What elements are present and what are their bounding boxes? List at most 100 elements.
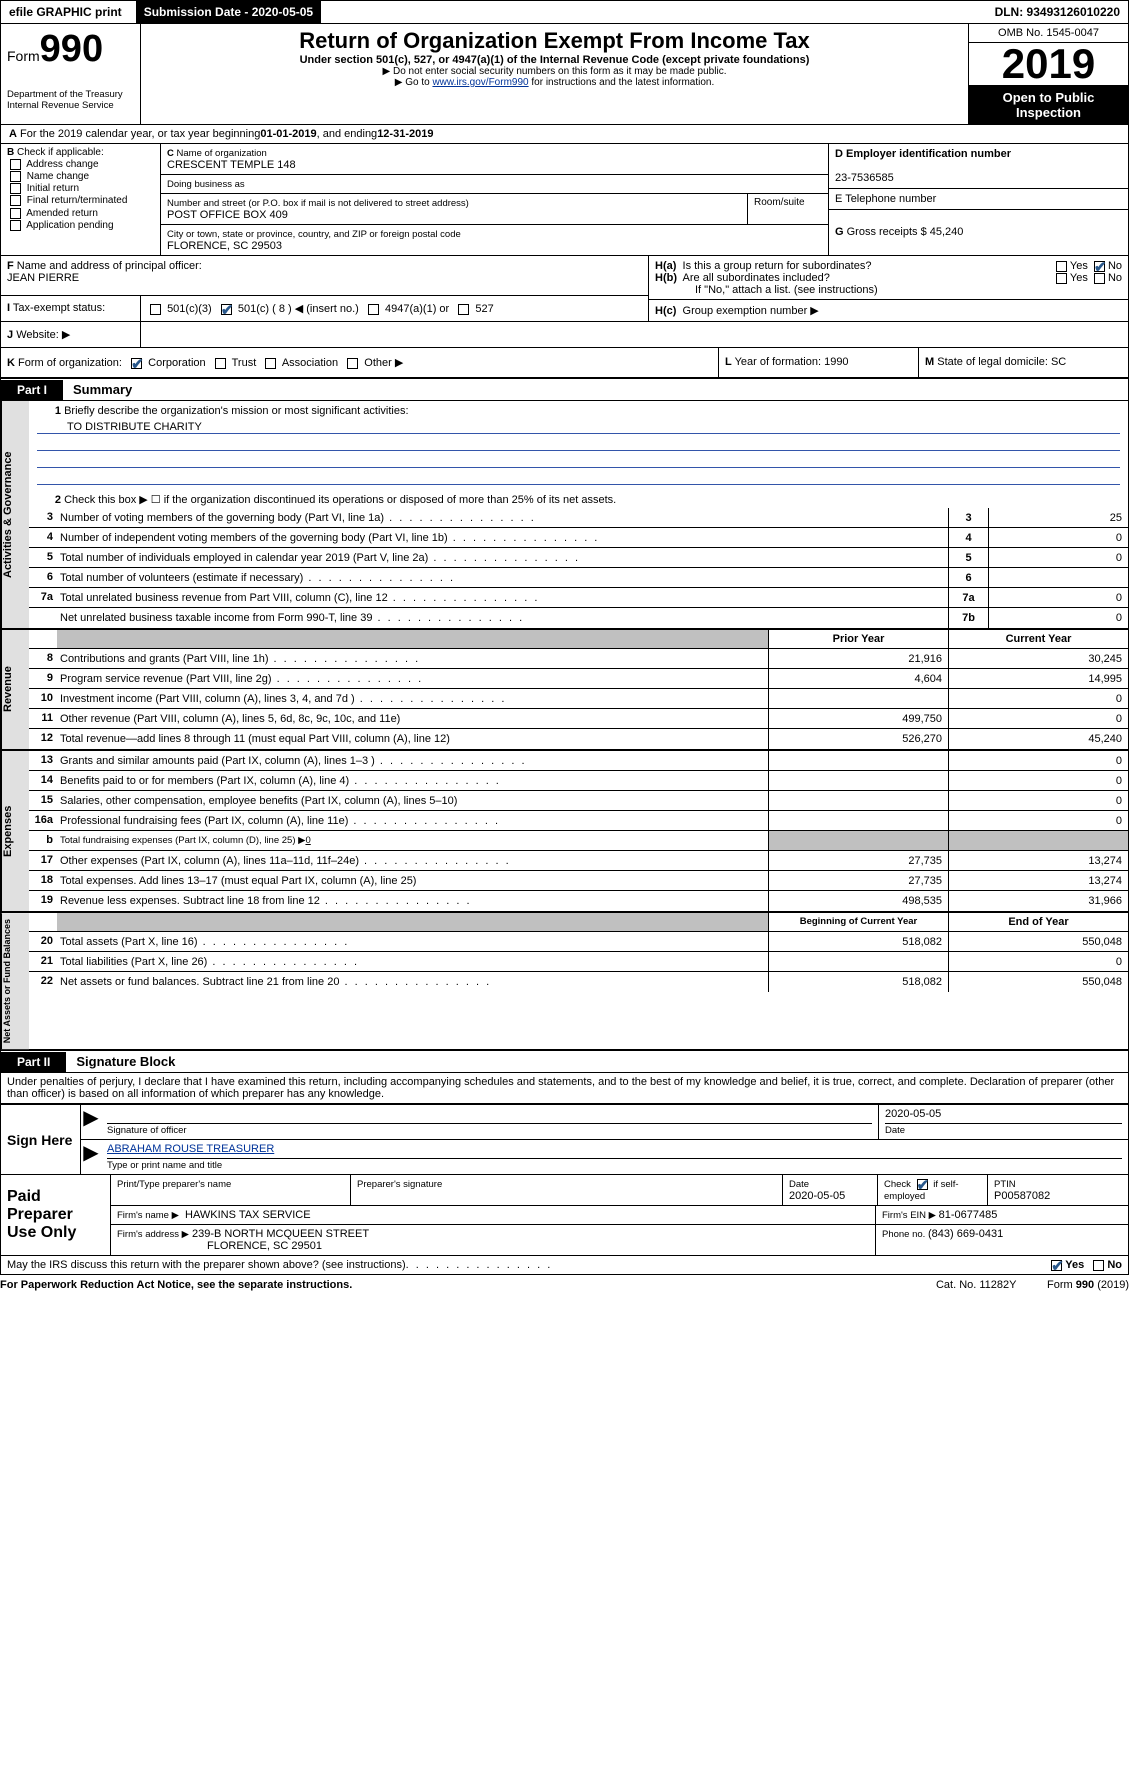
sign-date-label: Date [885,1125,905,1136]
form-prefix: Form [7,48,40,64]
l9-desc: Program service revenue (Part VIII, line… [60,673,272,685]
badge-line1: Open to Public [973,90,1124,105]
l18-prior: 27,735 [768,871,948,890]
part-ii-tab: Part II [1,1052,66,1072]
prep-h5: PTIN [994,1179,1016,1190]
current-year-header: Current Year [948,630,1128,648]
amended-checkbox[interactable] [10,208,21,219]
assoc-checkbox[interactable] [265,358,276,369]
k-c: Association [282,357,338,369]
501c-checkbox[interactable] [221,304,232,315]
hb-yes: Yes [1070,272,1088,284]
l19-curr: 31,966 [948,891,1128,911]
k-b: Trust [232,357,257,369]
prep-h3: Date [789,1179,809,1190]
hb-yes-checkbox[interactable] [1056,273,1067,284]
l12-prior: 526,270 [768,729,948,749]
state-domicile: SC [1051,356,1066,368]
dept-treasury: Department of the Treasury [7,89,134,100]
irs-link[interactable]: www.irs.gov/Form990 [432,77,528,88]
f-label: Name and address of principal officer: [17,260,202,272]
top-toolbar: efile GRAPHIC print Submission Date - 20… [0,0,1129,24]
l17-prior: 27,735 [768,851,948,870]
a-pre: For the 2019 calendar year, or tax year … [20,128,260,140]
l8-prior: 21,916 [768,649,948,668]
form-body: Form990 Department of the Treasury Inter… [0,24,1129,1105]
sig-of-officer-label: Signature of officer [107,1125,187,1136]
discuss-yes: Yes [1065,1259,1084,1271]
discuss-no-checkbox[interactable] [1093,1260,1104,1271]
trust-checkbox[interactable] [215,358,226,369]
section-C: C Name of organization CRESCENT TEMPLE 1… [161,144,828,255]
self-employed-checkbox[interactable] [917,1179,928,1190]
form-title: Return of Organization Exempt From Incom… [147,28,962,54]
b-addr: Address change [26,159,98,170]
l13-desc: Grants and similar amounts paid (Part IX… [60,755,375,767]
revenue-label: Revenue [1,630,29,749]
dln: DLN: 93493126010220 [987,1,1128,23]
officer-name: JEAN PIERRE [7,272,79,284]
discuss-text: May the IRS discuss this return with the… [7,1259,406,1271]
firm-name: HAWKINS TAX SERVICE [185,1209,311,1221]
4947-checkbox[interactable] [368,304,379,315]
final-return-checkbox[interactable] [10,195,21,206]
section-DEG: D Employer identification number 23-7536… [828,144,1128,255]
officer-signed-name[interactable]: ABRAHAM ROUSE TREASURER [107,1143,274,1155]
l5-desc: Total number of individuals employed in … [60,552,428,564]
l11-desc: Other revenue (Part VIII, column (A), li… [60,713,400,725]
ha-no-checkbox[interactable] [1094,261,1105,272]
ptin-value: P00587082 [994,1190,1050,1202]
501c3-checkbox[interactable] [150,304,161,315]
part-i-header: Part I Summary [1,379,1128,401]
l20-prior: 518,082 [768,932,948,951]
hb-no-checkbox[interactable] [1094,273,1105,284]
initial-return-checkbox[interactable] [10,183,21,194]
discuss-no: No [1107,1259,1122,1271]
line-A: A For the 2019 calendar year, or tax yea… [1,125,1128,144]
k-label: Form of organization: [18,357,122,369]
l15-desc: Salaries, other compensation, employee b… [60,795,457,807]
l21-curr: 0 [948,952,1128,971]
l4-desc: Number of independent voting members of … [60,532,448,544]
j-label: Website: ▶ [16,329,70,341]
l16b-desc: Total fundraising expenses (Part IX, col… [60,835,305,846]
l10-prior [768,689,948,708]
i-b: 501(c) ( 8 ) ◀ (insert no.) [238,303,359,315]
b-final: Final return/terminated [27,196,128,207]
sign-here-label: Sign Here [1,1105,81,1174]
527-checkbox[interactable] [458,304,469,315]
note2-post: for instructions and the latest informat… [529,77,715,88]
section-B: B Check if applicable: Address change Na… [1,144,161,255]
l3-desc: Number of voting members of the governin… [60,512,384,524]
d-label: D Employer identification number [835,148,1011,160]
discuss-yes-checkbox[interactable] [1051,1260,1062,1271]
b-amend: Amended return [26,208,98,219]
boy-header: Beginning of Current Year [768,913,948,931]
expenses-label: Expenses [1,751,29,911]
l7a-desc: Total unrelated business revenue from Pa… [60,592,388,604]
ha-yes-checkbox[interactable] [1056,261,1067,272]
other-checkbox[interactable] [347,358,358,369]
prep-h4-pre: Check [884,1179,911,1190]
paperwork-left: For Paperwork Reduction Act Notice, see … [0,1279,352,1291]
eoy-header: End of Year [948,913,1128,931]
note2-pre: ▶ Go to [395,77,433,88]
l16a-desc: Professional fundraising fees (Part IX, … [60,815,348,827]
name-change-checkbox[interactable] [10,171,21,182]
app-pending-checkbox[interactable] [10,220,21,231]
b-name: Name change [27,171,89,182]
l20-desc: Total assets (Part X, line 16) [60,936,198,948]
gross-receipts: 45,240 [930,226,964,238]
a-begin-date: 01-01-2019 [260,128,316,140]
signature-block: Sign Here ▶ Signature of officer 2020-05… [0,1105,1129,1175]
efile-label[interactable]: efile GRAPHIC print [1,1,130,23]
form-subtitle: Under section 501(c), 527, or 4947(a)(1)… [147,54,962,66]
footer-paperwork: For Paperwork Reduction Act Notice, see … [0,1275,1129,1295]
l4-val: 0 [988,528,1128,547]
hc-label: Group exemption number ▶ [683,305,819,317]
corp-checkbox[interactable] [131,358,142,369]
k-d: Other ▶ [364,357,403,369]
addr-change-checkbox[interactable] [10,159,21,170]
i-a: 501(c)(3) [167,303,212,315]
l15-curr: 0 [948,791,1128,810]
